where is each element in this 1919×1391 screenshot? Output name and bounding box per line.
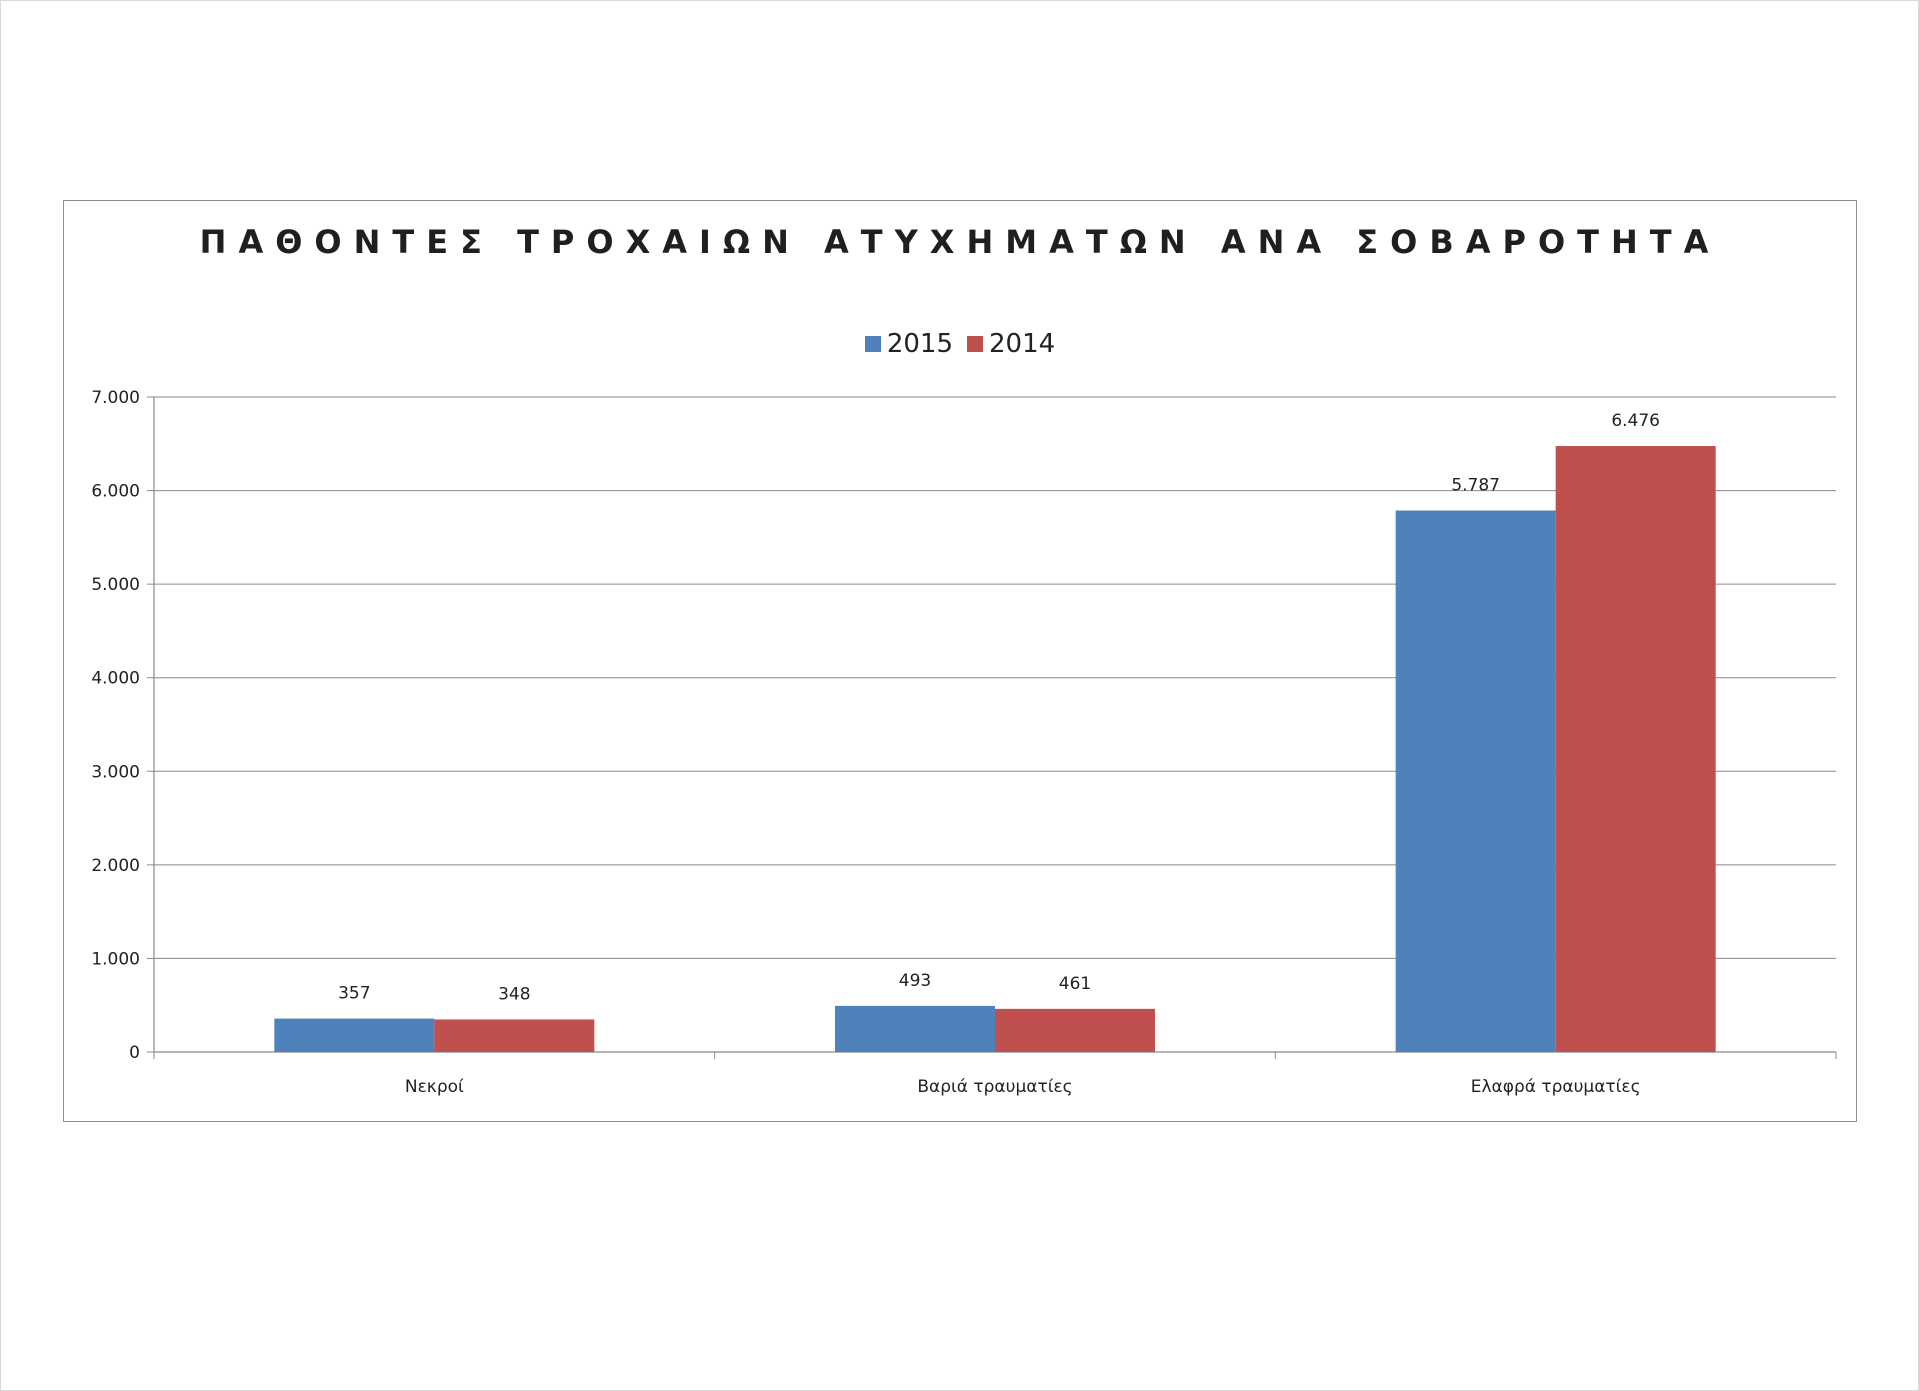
bar-2014-2 [1555, 446, 1716, 1052]
bar-plot: 0 1.000 2.000 3.000 4.000 5.000 6.000 7.000 357 3… [91, 388, 1837, 1097]
legend-swatch-2014 [967, 336, 983, 352]
data-label-2015-2: 5.787 [1451, 476, 1500, 496]
bar-2014-1 [995, 1008, 1155, 1052]
chart-title: ΠΑΘΟΝΤΕΣ ΤΡΟΧΑΙΩΝ ΑΤΥΧΗΜΑΤΩΝ ΑΝΑ ΣΟΒΑΡΟΤ… [199, 223, 1721, 261]
data-label-2015-1: 493 [899, 971, 931, 991]
legend-label-2014: 2014 [989, 329, 1056, 359]
x-tick-label: Νεκροί [405, 1077, 464, 1097]
legend-label-2015: 2015 [886, 329, 953, 359]
data-label-2015-0: 357 [338, 984, 370, 1004]
y-tick-label: 1.000 [91, 949, 140, 969]
y-tick-label: 5.000 [91, 575, 140, 595]
x-tick-label: Βαριά τραυματίες [917, 1077, 1072, 1097]
legend-swatch-2015 [864, 336, 881, 352]
data-label-2014-2: 6.476 [1611, 411, 1660, 431]
bar-2014-0 [434, 1019, 595, 1052]
data-label-2014-0: 348 [498, 984, 530, 1004]
legend-item-2015: 2015 [864, 329, 953, 359]
bar-2015-1 [835, 1005, 995, 1052]
legend-item-2014: 2014 [967, 329, 1055, 359]
y-tick-label: 0 [129, 1043, 140, 1063]
data-label-2014-1: 461 [1059, 974, 1091, 994]
bar-2015-2 [1395, 510, 1556, 1052]
y-tick-label: 6.000 [91, 482, 140, 502]
x-tick-label: Ελαφρά τραυματίες [1471, 1077, 1641, 1097]
bar-2015-0 [274, 1018, 435, 1052]
y-tick-label: 7.000 [91, 388, 140, 408]
y-tick-label: 3.000 [91, 762, 140, 782]
legend: 2015 2014 [64, 329, 1856, 359]
chart-area: ΠΑΘΟΝΤΕΣ ΤΡΟΧΑΙΩΝ ΑΤΥΧΗΜΑΤΩΝ ΑΝΑ ΣΟΒΑΡΟΤ… [63, 200, 1857, 1122]
y-tick-label: 4.000 [91, 669, 140, 689]
y-tick-label: 2.000 [91, 856, 140, 876]
